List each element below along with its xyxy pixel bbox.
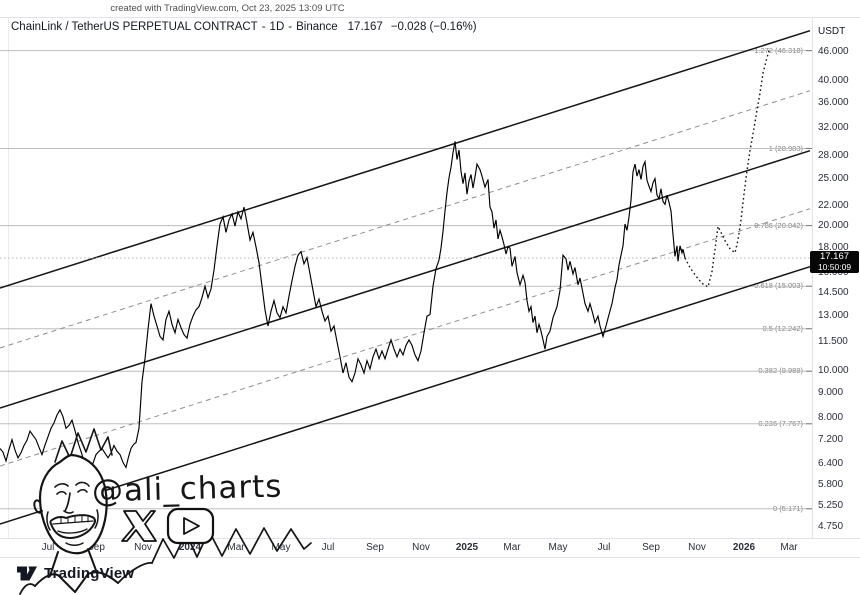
frame-top-border <box>0 17 860 18</box>
channel-line-solid[interactable] <box>0 149 811 409</box>
time-axis-label: Nov <box>134 542 152 553</box>
time-axis-label: 2026 <box>732 542 756 553</box>
created-with-note: created with TradingView.com, Oct 23, 20… <box>110 3 345 14</box>
channel-midline-dashed[interactable] <box>0 208 811 467</box>
channel-midline-dashed[interactable] <box>0 90 811 349</box>
price-axis-label: 22.000 <box>818 200 849 211</box>
last-price-badge: 17.167 10:50:09 <box>810 251 859 273</box>
channel-line-solid[interactable] <box>0 265 811 525</box>
interval-label: 1D <box>269 21 285 33</box>
fib-level-label: 0.382 (9.989) <box>758 366 803 375</box>
price-axis-label: 14.500 <box>818 287 849 298</box>
time-axis-label: Mar <box>503 542 521 553</box>
legend-change-pct: (−0.16%) <box>429 21 477 33</box>
symbol-title: ChainLink / TetherUS PERPETUAL CONTRACT <box>11 21 258 33</box>
legend-separator: - <box>261 21 266 33</box>
legend-change: −0.028 <box>390 21 427 33</box>
time-axis-label: Mar <box>780 542 798 553</box>
chart-legend[interactable]: ChainLink / TetherUS PERPETUAL CONTRACT -… <box>11 21 477 33</box>
fib-level-label: 0.618 (15.003) <box>754 281 803 290</box>
time-axis-label: Sep <box>642 542 660 553</box>
price-axis-label: 28.000 <box>818 150 849 161</box>
price-axis-label: 32.000 <box>818 122 849 133</box>
time-axis-label: Sep <box>366 542 384 553</box>
price-axis-label: 8.000 <box>818 412 844 423</box>
time-axis-label: Jul <box>321 542 335 553</box>
price-axis-label: 25.000 <box>818 173 849 184</box>
price-axis-label: 36.000 <box>818 97 849 108</box>
time-axis-label: Nov <box>688 542 706 553</box>
tradingview-logomark <box>17 566 37 581</box>
price-axis-label: 5.800 <box>818 479 844 490</box>
badge-price: 17.167 <box>819 251 850 262</box>
price-line-series <box>0 141 686 470</box>
legend-separator: - <box>288 21 293 33</box>
time-axis-separator <box>0 538 860 539</box>
price-axis-label: 11.500 <box>818 336 848 347</box>
time-axis-label: Jul <box>597 542 611 553</box>
price-axis-label: 4.750 <box>818 521 844 532</box>
price-axis-separator <box>812 18 813 538</box>
tradingview-brand-text: TradingView <box>44 565 135 582</box>
plot-area[interactable] <box>0 29 812 525</box>
price-axis-label: 40.000 <box>818 75 849 86</box>
price-axis-label: 7.200 <box>818 434 844 445</box>
tradingview-footer-logo[interactable]: TradingView <box>16 564 134 583</box>
exchange-label: Binance <box>296 21 338 33</box>
price-axis-label: 46.000 <box>818 46 849 57</box>
price-axis-label: 13.000 <box>818 310 849 321</box>
time-axis-label: Nov <box>412 542 430 553</box>
price-axis-label: 6.400 <box>818 458 844 469</box>
price-axis-label: 10.000 <box>818 365 849 376</box>
price-axis-label: 20.000 <box>818 220 849 231</box>
time-axis-label: 2025 <box>455 542 479 553</box>
frame-bottom-border <box>0 557 860 558</box>
legend-last-price: 17.167 <box>347 21 383 33</box>
forecast-dotted-path <box>684 50 770 288</box>
pane-left-border <box>8 18 9 538</box>
price-axis-label: 9.000 <box>818 387 844 398</box>
price-axis-label: 5.250 <box>818 500 844 511</box>
badge-countdown: 10:50:09 <box>817 262 852 272</box>
watermark-handle: @ali_charts <box>91 468 283 510</box>
price-axis-label: 18.000 <box>818 242 849 253</box>
channel-line-solid[interactable] <box>0 29 811 289</box>
time-axis-label: May <box>548 542 568 553</box>
price-axis-unit: USDT <box>818 26 846 37</box>
